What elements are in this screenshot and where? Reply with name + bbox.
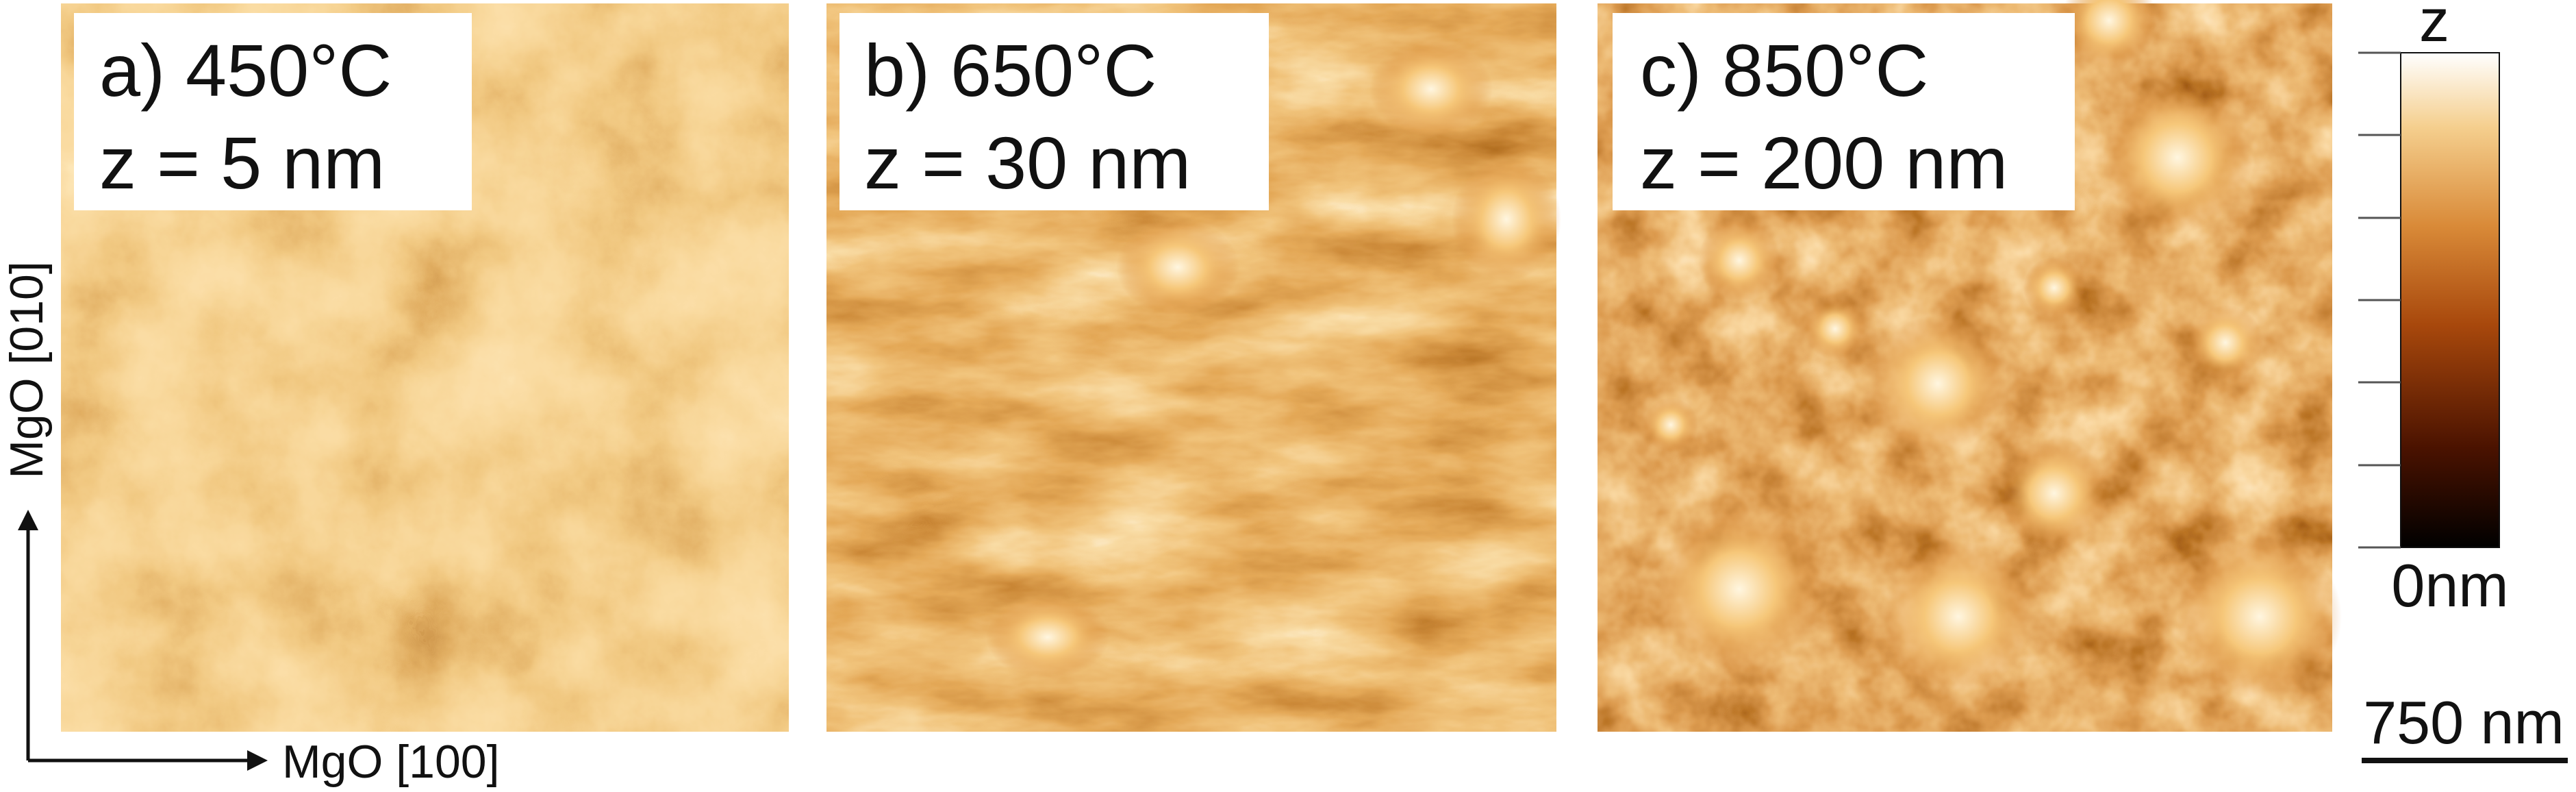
panel-c: c) 850°C z = 200 nm bbox=[1598, 0, 2342, 732]
scale-bar: 750 nm bbox=[2362, 689, 2568, 763]
x-axis-label: MgO [100] bbox=[282, 736, 500, 788]
colorbar-top-label: z bbox=[2419, 0, 2449, 54]
panel-label: c) 850°C bbox=[1640, 29, 1928, 112]
y-axis-label: MgO [010] bbox=[1, 261, 53, 479]
grain bbox=[986, 596, 1109, 678]
grains bbox=[1643, 0, 2342, 699]
panel-b: b) 650°C z = 30 nm bbox=[826, 3, 1561, 732]
z-range: z = 30 nm bbox=[864, 121, 1191, 204]
panel-label: b) 650°C bbox=[864, 29, 1157, 112]
label-box bbox=[839, 13, 1269, 210]
orientation-axes: MgO [100] MgO [010] bbox=[1, 261, 500, 788]
colorbar-bottom-label: 0nm bbox=[2391, 552, 2508, 619]
grain bbox=[1452, 158, 1561, 281]
colorbar-ticks bbox=[2358, 51, 2401, 549]
label-box bbox=[74, 13, 472, 210]
panel-label: a) 450°C bbox=[99, 29, 392, 112]
colorbar: z 0nm bbox=[2358, 0, 2509, 619]
z-range: z = 5 nm bbox=[99, 121, 385, 204]
scale-bar-label: 750 nm bbox=[2363, 689, 2564, 756]
grain bbox=[1369, 41, 1493, 137]
panel-a: a) 450°C z = 5 nm bbox=[61, 3, 789, 732]
z-range: z = 200 nm bbox=[1640, 121, 2008, 204]
grain bbox=[1116, 219, 1239, 315]
label-box bbox=[1613, 13, 2075, 210]
colorbar-gradient bbox=[2400, 52, 2500, 548]
